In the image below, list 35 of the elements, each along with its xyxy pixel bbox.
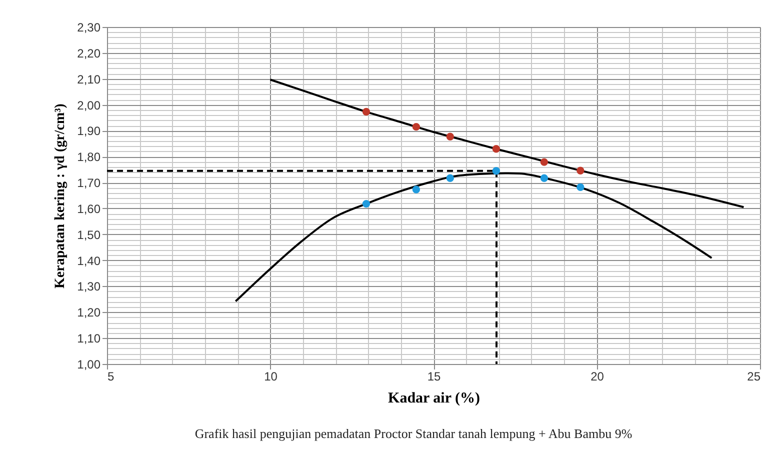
y-tick-label: 1,00 bbox=[77, 358, 101, 372]
y-axis-title: Kerapatan kering : γd (gr/cm³) bbox=[53, 103, 68, 288]
point bbox=[446, 132, 454, 140]
y-tick-label: 1,10 bbox=[77, 332, 101, 346]
x-tick-label: 15 bbox=[427, 370, 441, 384]
y-tick-label: 2,30 bbox=[77, 20, 101, 34]
y-tick-label: 2,00 bbox=[77, 98, 101, 112]
point bbox=[576, 183, 584, 192]
y-tick-label: 1,70 bbox=[77, 176, 101, 190]
point bbox=[412, 122, 420, 131]
y-tick-label: 2,20 bbox=[77, 46, 101, 60]
point bbox=[362, 108, 370, 116]
y-tick-label: 1,20 bbox=[77, 306, 101, 320]
x-tick-label: 20 bbox=[590, 370, 604, 384]
y-tick-label: 1,50 bbox=[77, 228, 101, 242]
y-tick-label: 1,30 bbox=[77, 280, 101, 294]
y-tick-label: 1,60 bbox=[77, 202, 101, 216]
point bbox=[576, 166, 584, 174]
text: Grafik hasil pengujian pemadatan Proctor Standar tanah lempung + Abu Bambu 9% bbox=[194, 426, 632, 441]
y-tick-label: 1,90 bbox=[77, 124, 101, 138]
y-tick-label: 1,80 bbox=[77, 150, 101, 164]
x-axis-title: Kadar air (%) bbox=[388, 390, 480, 406]
point bbox=[540, 174, 548, 182]
y-tick-label: 2,10 bbox=[77, 72, 101, 86]
point bbox=[412, 186, 420, 194]
y-tick-label: 1,40 bbox=[77, 254, 101, 268]
point bbox=[492, 144, 500, 153]
x-tick-label: 25 bbox=[747, 370, 761, 384]
point bbox=[540, 158, 548, 166]
point bbox=[492, 167, 500, 175]
point bbox=[446, 174, 454, 182]
line-series bbox=[269, 78, 745, 208]
x-tick-label: 10 bbox=[264, 370, 278, 384]
x-tick-label: 5 bbox=[108, 370, 114, 384]
point bbox=[362, 200, 370, 208]
